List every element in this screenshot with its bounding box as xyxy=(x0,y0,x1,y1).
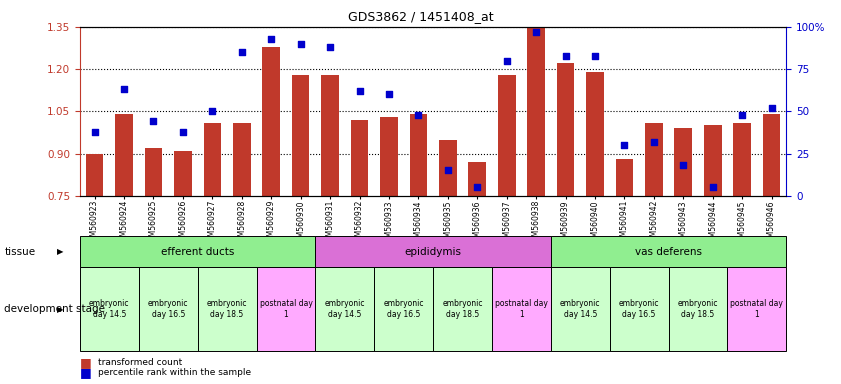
Point xyxy=(87,129,101,135)
Bar xyxy=(704,126,722,196)
Point xyxy=(617,142,631,148)
Point xyxy=(205,108,219,114)
Bar xyxy=(669,267,727,351)
Bar xyxy=(139,267,198,351)
Bar xyxy=(315,236,551,267)
Bar xyxy=(439,139,457,196)
Bar xyxy=(80,267,139,351)
Bar xyxy=(115,114,133,196)
Text: percentile rank within the sample: percentile rank within the sample xyxy=(98,368,251,377)
Point xyxy=(470,184,484,190)
Bar xyxy=(80,236,315,267)
Bar xyxy=(727,267,786,351)
Bar xyxy=(527,18,545,196)
Text: ■: ■ xyxy=(80,356,92,369)
Bar xyxy=(351,120,368,196)
Bar xyxy=(257,267,315,351)
Bar xyxy=(204,122,221,196)
Text: postnatal day
1: postnatal day 1 xyxy=(495,300,547,319)
Point xyxy=(323,44,336,50)
Text: transformed count: transformed count xyxy=(98,358,182,367)
Bar xyxy=(733,122,751,196)
Bar xyxy=(610,267,669,351)
Point xyxy=(146,118,160,124)
Text: development stage: development stage xyxy=(4,304,105,314)
Point xyxy=(382,91,395,98)
Bar xyxy=(374,267,433,351)
Bar xyxy=(145,148,162,196)
Bar xyxy=(674,128,692,196)
Bar xyxy=(86,154,103,196)
Bar xyxy=(233,122,251,196)
Point xyxy=(500,58,513,64)
Text: embryonic
day 18.5: embryonic day 18.5 xyxy=(442,300,483,319)
Text: embryonic
day 14.5: embryonic day 14.5 xyxy=(325,300,365,319)
Bar xyxy=(198,267,257,351)
Bar xyxy=(586,72,604,196)
Text: GDS3862 / 1451408_at: GDS3862 / 1451408_at xyxy=(347,10,494,23)
Bar xyxy=(468,162,486,196)
Bar xyxy=(410,114,427,196)
Point xyxy=(352,88,366,94)
Text: embryonic
day 18.5: embryonic day 18.5 xyxy=(678,300,718,319)
Point xyxy=(264,36,278,42)
Bar xyxy=(616,159,633,196)
Text: embryonic
day 18.5: embryonic day 18.5 xyxy=(207,300,247,319)
Point xyxy=(441,167,454,174)
Point xyxy=(235,49,248,55)
Bar xyxy=(292,75,309,196)
Point xyxy=(294,41,307,47)
Text: ▶: ▶ xyxy=(57,305,64,314)
Bar xyxy=(380,117,398,196)
Point xyxy=(706,184,719,190)
Point xyxy=(558,53,572,59)
Bar xyxy=(557,63,574,196)
Bar xyxy=(498,75,516,196)
Text: postnatal day
1: postnatal day 1 xyxy=(260,300,312,319)
Text: epididymis: epididymis xyxy=(405,247,462,257)
Bar xyxy=(492,267,551,351)
Point xyxy=(588,53,601,59)
Text: embryonic
day 14.5: embryonic day 14.5 xyxy=(560,300,600,319)
Point xyxy=(735,112,748,118)
Point xyxy=(529,29,542,35)
Text: embryonic
day 14.5: embryonic day 14.5 xyxy=(89,300,130,319)
Text: tissue: tissue xyxy=(4,247,35,257)
Bar xyxy=(763,114,780,196)
Point xyxy=(117,86,130,93)
Text: postnatal day
1: postnatal day 1 xyxy=(731,300,783,319)
Text: efferent ducts: efferent ducts xyxy=(161,247,235,257)
Bar xyxy=(433,267,492,351)
Point xyxy=(411,112,425,118)
Bar xyxy=(315,267,374,351)
Bar xyxy=(645,122,663,196)
Point xyxy=(764,105,778,111)
Bar xyxy=(321,75,339,196)
Bar xyxy=(174,151,192,196)
Bar xyxy=(262,46,280,196)
Point xyxy=(676,162,690,169)
Text: embryonic
day 16.5: embryonic day 16.5 xyxy=(619,300,659,319)
Text: ■: ■ xyxy=(80,366,92,379)
Text: embryonic
day 16.5: embryonic day 16.5 xyxy=(148,300,188,319)
Text: vas deferens: vas deferens xyxy=(635,247,702,257)
Point xyxy=(647,139,660,145)
Text: ▶: ▶ xyxy=(57,247,64,256)
Bar xyxy=(551,236,786,267)
Point xyxy=(176,129,189,135)
Text: embryonic
day 16.5: embryonic day 16.5 xyxy=(383,300,424,319)
Bar xyxy=(551,267,610,351)
